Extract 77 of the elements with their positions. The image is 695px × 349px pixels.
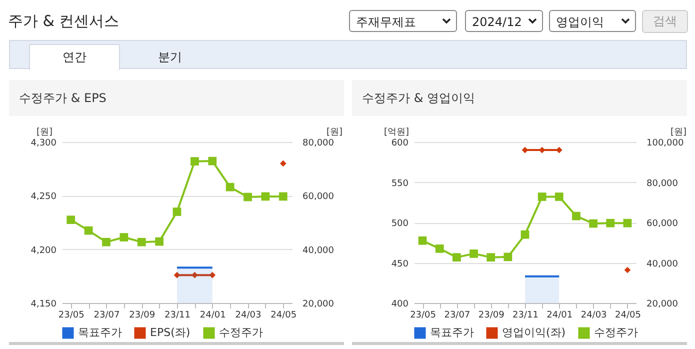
point	[120, 233, 128, 242]
point	[208, 156, 217, 166]
x-tick-label: 23/09	[478, 310, 505, 320]
point	[435, 244, 444, 253]
y2-tick-label: 100,000	[646, 138, 684, 148]
legend-label: 영업이익(좌)	[502, 326, 566, 339]
y-tick-label: 400	[391, 300, 409, 310]
point	[190, 157, 199, 166]
legend-label: 목표주가	[78, 326, 122, 339]
text: 주가 & 컨센서스	[8, 12, 120, 31]
legend-label: 목표주가	[430, 326, 474, 339]
y2-axis-title: [원]	[670, 128, 687, 138]
point	[486, 253, 496, 262]
point	[418, 236, 427, 245]
x-tick-label: 24/01	[546, 310, 573, 320]
x-tick-label: 23/07	[94, 310, 120, 320]
y-axis-title: [원]	[36, 128, 53, 138]
legend-label: 수정주가	[594, 326, 638, 339]
text: 검색	[642, 10, 688, 33]
x-tick-label: 23/11	[512, 310, 538, 320]
y-tick-label: 4,200	[30, 246, 57, 256]
point	[172, 208, 182, 216]
text: 분기	[157, 49, 183, 66]
text: 영업이익	[549, 10, 636, 32]
point	[623, 218, 632, 228]
point	[452, 253, 461, 262]
point	[261, 192, 270, 201]
y-tick-label: 450	[391, 259, 409, 270]
x-tick-label: 24/05	[614, 310, 641, 320]
legend-label: EPS(좌)	[150, 326, 190, 339]
x-tick-label: 24/05	[270, 310, 297, 320]
y-tick-label: 4,300	[30, 138, 57, 148]
point	[278, 192, 288, 201]
y-tick-label: 550	[391, 178, 409, 189]
y2-tick-label: 40,000	[302, 246, 334, 256]
y2-tick-label: 80,000	[646, 178, 678, 189]
point	[606, 218, 615, 228]
point	[84, 226, 93, 235]
x-tick-label: 23/11	[164, 310, 190, 320]
text: 연간	[62, 49, 88, 66]
point	[66, 216, 76, 224]
y-tick-label: 4,250	[30, 192, 57, 202]
point	[589, 219, 598, 228]
point	[226, 182, 234, 192]
point	[102, 238, 110, 246]
point	[155, 237, 164, 246]
x-tick-label: 23/07	[444, 310, 470, 320]
chart-title: 수정주가 & EPS	[9, 80, 344, 116]
point	[470, 250, 478, 258]
x-tick-label: 23/09	[129, 310, 156, 320]
x-tick-label: 24/03	[580, 310, 607, 320]
y2-tick-label: 20,000	[646, 300, 678, 310]
y2-tick-label: 60,000	[302, 192, 334, 202]
y2-tick-label: 20,000	[302, 300, 334, 310]
text: 2024/12	[465, 10, 543, 32]
y2-axis-title: [원]	[326, 128, 343, 138]
text: 주재무제표	[349, 10, 457, 32]
y2-tick-label: 80,000	[302, 138, 334, 148]
y2-tick-label: 60,000	[646, 219, 678, 229]
point	[572, 212, 580, 220]
y-axis-title: [억원]	[384, 128, 410, 138]
x-tick-label: 23/05	[58, 310, 84, 320]
point	[244, 192, 252, 202]
point	[554, 192, 564, 201]
point	[504, 252, 512, 262]
legend-label: 수정주가	[219, 326, 263, 339]
point	[520, 230, 530, 239]
y-tick-label: 4,150	[30, 300, 57, 310]
y2-tick-label: 40,000	[646, 259, 678, 270]
y-tick-label: 500	[391, 219, 409, 229]
point	[137, 238, 146, 246]
y-tick-label: 600	[391, 138, 409, 148]
point	[538, 192, 546, 201]
x-tick-label: 24/03	[235, 310, 262, 320]
x-tick-label: 24/01	[200, 310, 226, 320]
chart-title: 수정주가 & 영업이익	[352, 80, 687, 116]
x-tick-label: 23/05	[410, 310, 436, 320]
